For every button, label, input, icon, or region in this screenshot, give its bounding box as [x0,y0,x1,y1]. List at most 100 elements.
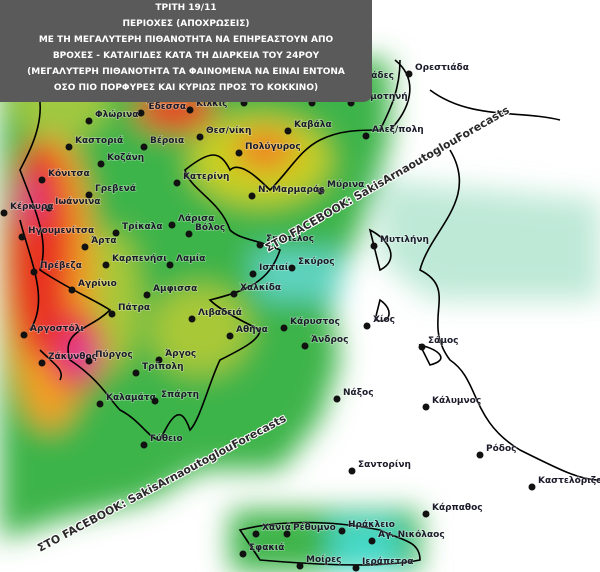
city-label: Χίος [373,314,395,325]
city-label: Ρέθυμνο [293,522,336,533]
city-dot [280,324,288,332]
city-dot [38,176,46,184]
city-label: Καρπενήσι [112,254,167,264]
city-label: Ν. Μαρμαράς [258,185,324,195]
city-label: Κάρυστος [290,317,340,327]
city-label: Καβάλα [294,120,332,130]
city-dot [186,106,194,114]
city-dot [296,562,304,570]
city-dot [188,315,196,323]
city-dot [528,483,536,491]
city-dot [20,331,28,339]
header: ΤΡΙΤΗ 19/11 ΠΕΡΙΟΧΕΣ (ΑΠΟΧΡΩΣΕΙΣ) ΜΕ ΤΗ ΜΕ… [27,3,345,93]
city-dot [85,117,93,125]
city-dot [422,403,430,411]
city-label: Άρτα [91,236,117,246]
city-label: Καστελόριζο [538,475,600,486]
city-label: Κάρπαθος [432,503,483,513]
city-dot [18,233,26,241]
city-dot [140,143,148,151]
city-dot [418,343,426,351]
city-label: Ρόδος [486,443,516,454]
city-label: Σφακιά [249,543,284,553]
city-dot [140,441,148,449]
city-dot [185,230,193,238]
city-dot [30,268,38,276]
city-label: Κόνιτσα [48,168,90,179]
city-label: Λιβαδειά [198,308,242,318]
city-label: Αγρίνιο [78,278,117,289]
city-dot [166,261,174,269]
city-label: Χαλκίδα [240,282,281,293]
city-label: Πολύγυρος [245,142,301,152]
city-label: Αγ. Νικόλαος [378,529,445,540]
header-line: ΟΣΟ ΠΙΟ ΠΟΡΦΥΡΕΣ ΚΑΙ ΚΥΡΙΩΣ ΠΡΟΣ ΤΟ ΚΟΚΚ… [54,83,318,93]
city-label: Ορεστιάδα [415,63,469,73]
city-dot [235,149,243,157]
city-dot [368,537,376,545]
city-dot [38,359,46,367]
city-dot [249,270,257,278]
city-dot [108,310,116,318]
city-dot [256,241,264,249]
header-line: ΤΡΙΤΗ 19/11 [155,3,216,13]
city-label: Αμφισσα [153,284,197,294]
city-dot [85,357,93,365]
header-line: (ΜΕΓΑΛΥΤΕΡΗ ΠΙΘΑΝΟΤΗΤΑ ΤΑ ΦΑΙΝΟΜΕΝΑ ΝΑ Ε… [27,67,345,77]
city-dot [338,527,346,535]
city-dot [155,356,163,364]
city-label: Τρίπολη [142,361,184,372]
city-dot [96,400,104,408]
city-dot [239,550,247,558]
city-label: Αλεξ/πολη [372,125,424,135]
city-label: Άργος [165,349,196,359]
city-dot [405,70,413,78]
city-label: Λάρισα [178,214,214,224]
city-dot [284,127,292,135]
city-dot [333,395,341,403]
city-dot [248,192,256,200]
city-label: Κατερίνη [183,171,229,182]
city-label: Σκόπελος [266,233,314,244]
city-dot [370,242,378,250]
city-dot [65,143,73,151]
city-label: Θεσ/νίκη [206,125,251,136]
city-label: Πύργος [95,350,133,360]
city-dot [81,243,89,251]
city-label: Σάμος [428,336,458,346]
city-dot [112,229,120,237]
city-label: Σπάρτη [161,390,199,400]
city-label: Σκύρος [298,257,335,267]
city-dot [102,261,110,269]
header-box [0,0,372,102]
city-dot [143,291,151,299]
city-label: Μοίρες [306,554,341,565]
city-dot [0,209,8,217]
city-dot [137,109,145,117]
city-dot [348,467,356,475]
city-label: Κέρκυρα [10,201,54,212]
city-label: Σαντορίνη [358,459,411,470]
city-label: Ηράκλειο [348,520,395,530]
city-dot [422,510,430,518]
city-label: Γύθειο [150,434,183,444]
city-dot [288,264,296,272]
city-dot [168,221,176,229]
city-label: Πάτρα [118,303,150,313]
city-label: Πρέβεζα [40,260,82,271]
header-line: ΒΡΟΧΕΣ - ΚΑΤΑΙΓΙΔΕΣ ΚΑΤΑ ΤΗ ΔΙΑΡΚΕΙΑ ΤΟΥ… [53,51,320,61]
city-dot [226,332,234,340]
city-label: Καστοριά [75,136,123,146]
city-dot [97,160,105,168]
city-dot [151,397,159,405]
city-label: Κάλυμνος [432,396,481,406]
city-dot [476,451,484,459]
city-dot [317,187,325,195]
city-label: Έδεσσα [146,102,186,112]
header-line: ΠΕΡΙΟΧΕΣ (ΑΠΟΧΡΩΣΕΙΣ) [123,19,250,29]
city-label: Γρεβενά [95,184,136,194]
city-dot [68,286,76,294]
city-dot [85,191,93,199]
